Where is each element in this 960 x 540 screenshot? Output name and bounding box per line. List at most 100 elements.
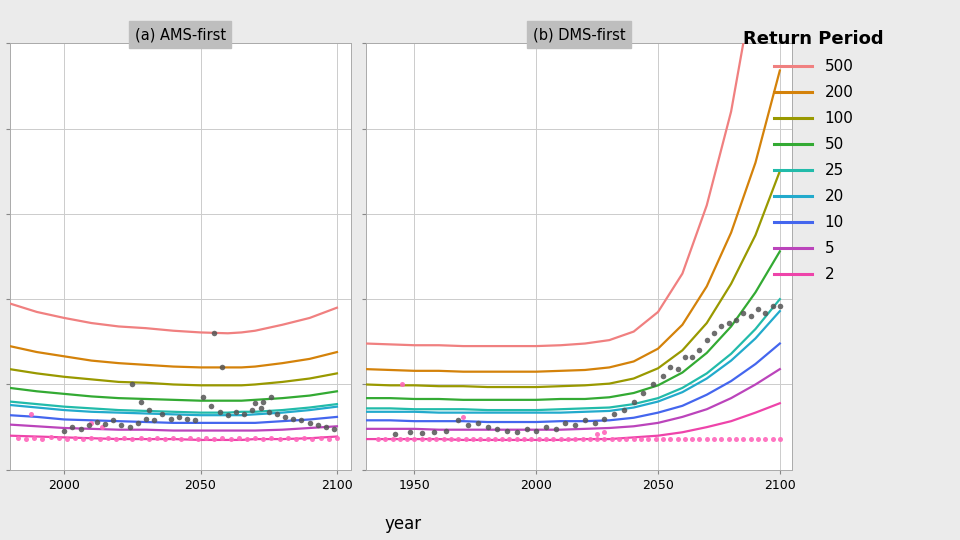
Point xyxy=(319,423,334,431)
Point xyxy=(371,435,386,443)
Point xyxy=(545,435,561,443)
Point xyxy=(57,427,72,436)
Point xyxy=(487,435,502,443)
Point xyxy=(461,421,476,430)
Point xyxy=(450,435,466,443)
Point xyxy=(597,428,612,436)
Point xyxy=(561,435,576,443)
Point xyxy=(92,435,108,443)
Point xyxy=(149,434,164,443)
Point xyxy=(215,434,230,443)
Point xyxy=(297,434,312,443)
Point xyxy=(84,434,99,443)
Point xyxy=(231,434,247,443)
Point xyxy=(206,329,222,338)
Point xyxy=(772,435,787,443)
Point xyxy=(656,435,671,443)
Point xyxy=(294,416,309,424)
Point xyxy=(735,308,751,317)
Point xyxy=(750,305,765,314)
Point xyxy=(141,435,156,443)
Point xyxy=(692,346,708,355)
Point xyxy=(765,435,780,443)
Point xyxy=(567,421,583,430)
Point xyxy=(212,408,228,416)
Point xyxy=(245,406,260,414)
Point xyxy=(190,435,205,443)
Point xyxy=(645,380,660,389)
Point xyxy=(587,418,602,427)
Point xyxy=(64,423,80,431)
Point xyxy=(677,435,692,443)
Point xyxy=(223,435,238,443)
Point xyxy=(597,414,612,423)
Point xyxy=(272,435,287,443)
Point xyxy=(89,418,105,427)
Point xyxy=(480,435,495,443)
Point xyxy=(196,393,211,402)
Point xyxy=(558,418,573,427)
Point xyxy=(494,435,510,443)
Point xyxy=(729,315,744,324)
Point xyxy=(51,434,66,443)
Point xyxy=(414,429,429,437)
Point xyxy=(575,435,590,443)
Point xyxy=(684,435,700,443)
Point xyxy=(656,372,671,380)
Point xyxy=(264,393,279,402)
Point xyxy=(393,435,408,443)
Point xyxy=(426,428,442,436)
Point xyxy=(116,434,132,443)
Point xyxy=(18,435,34,443)
Point xyxy=(100,434,115,443)
Point xyxy=(35,435,50,443)
Point xyxy=(589,435,605,443)
Point xyxy=(480,423,495,431)
Point xyxy=(455,413,470,421)
Point xyxy=(729,435,744,443)
Point xyxy=(713,435,729,443)
Point xyxy=(326,424,342,433)
Point xyxy=(11,434,26,443)
Point xyxy=(122,423,137,431)
Point xyxy=(529,426,544,435)
Point xyxy=(228,408,244,416)
Point xyxy=(255,397,271,406)
Point xyxy=(141,406,156,414)
Point xyxy=(377,435,393,443)
Point xyxy=(286,414,301,423)
Point xyxy=(713,322,729,331)
Point xyxy=(450,416,466,424)
Point xyxy=(138,414,154,423)
Point xyxy=(670,435,685,443)
Text: year: year xyxy=(385,515,421,533)
Point xyxy=(539,423,554,431)
Point xyxy=(131,418,146,427)
Point xyxy=(618,435,634,443)
Point xyxy=(261,408,276,416)
Point xyxy=(125,435,140,443)
Point xyxy=(199,434,214,443)
Point xyxy=(81,421,96,430)
Point xyxy=(553,435,568,443)
Point xyxy=(604,435,619,443)
Point xyxy=(640,435,656,443)
Point xyxy=(692,435,708,443)
Point xyxy=(395,380,410,389)
Point xyxy=(699,336,714,345)
Point xyxy=(626,435,641,443)
Point xyxy=(264,434,279,443)
Point xyxy=(269,410,284,418)
Point xyxy=(220,411,235,420)
Legend: 500, 200, 100, 50, 25, 20, 10, 5, 2: 500, 200, 100, 50, 25, 20, 10, 5, 2 xyxy=(737,24,890,288)
Point xyxy=(206,435,222,443)
Point xyxy=(106,416,121,424)
Point xyxy=(248,399,263,408)
Point xyxy=(612,435,627,443)
Point xyxy=(402,428,418,436)
Point xyxy=(76,435,91,443)
Point xyxy=(215,363,230,372)
Point xyxy=(302,418,318,427)
Point xyxy=(772,302,787,310)
Point xyxy=(490,424,505,433)
